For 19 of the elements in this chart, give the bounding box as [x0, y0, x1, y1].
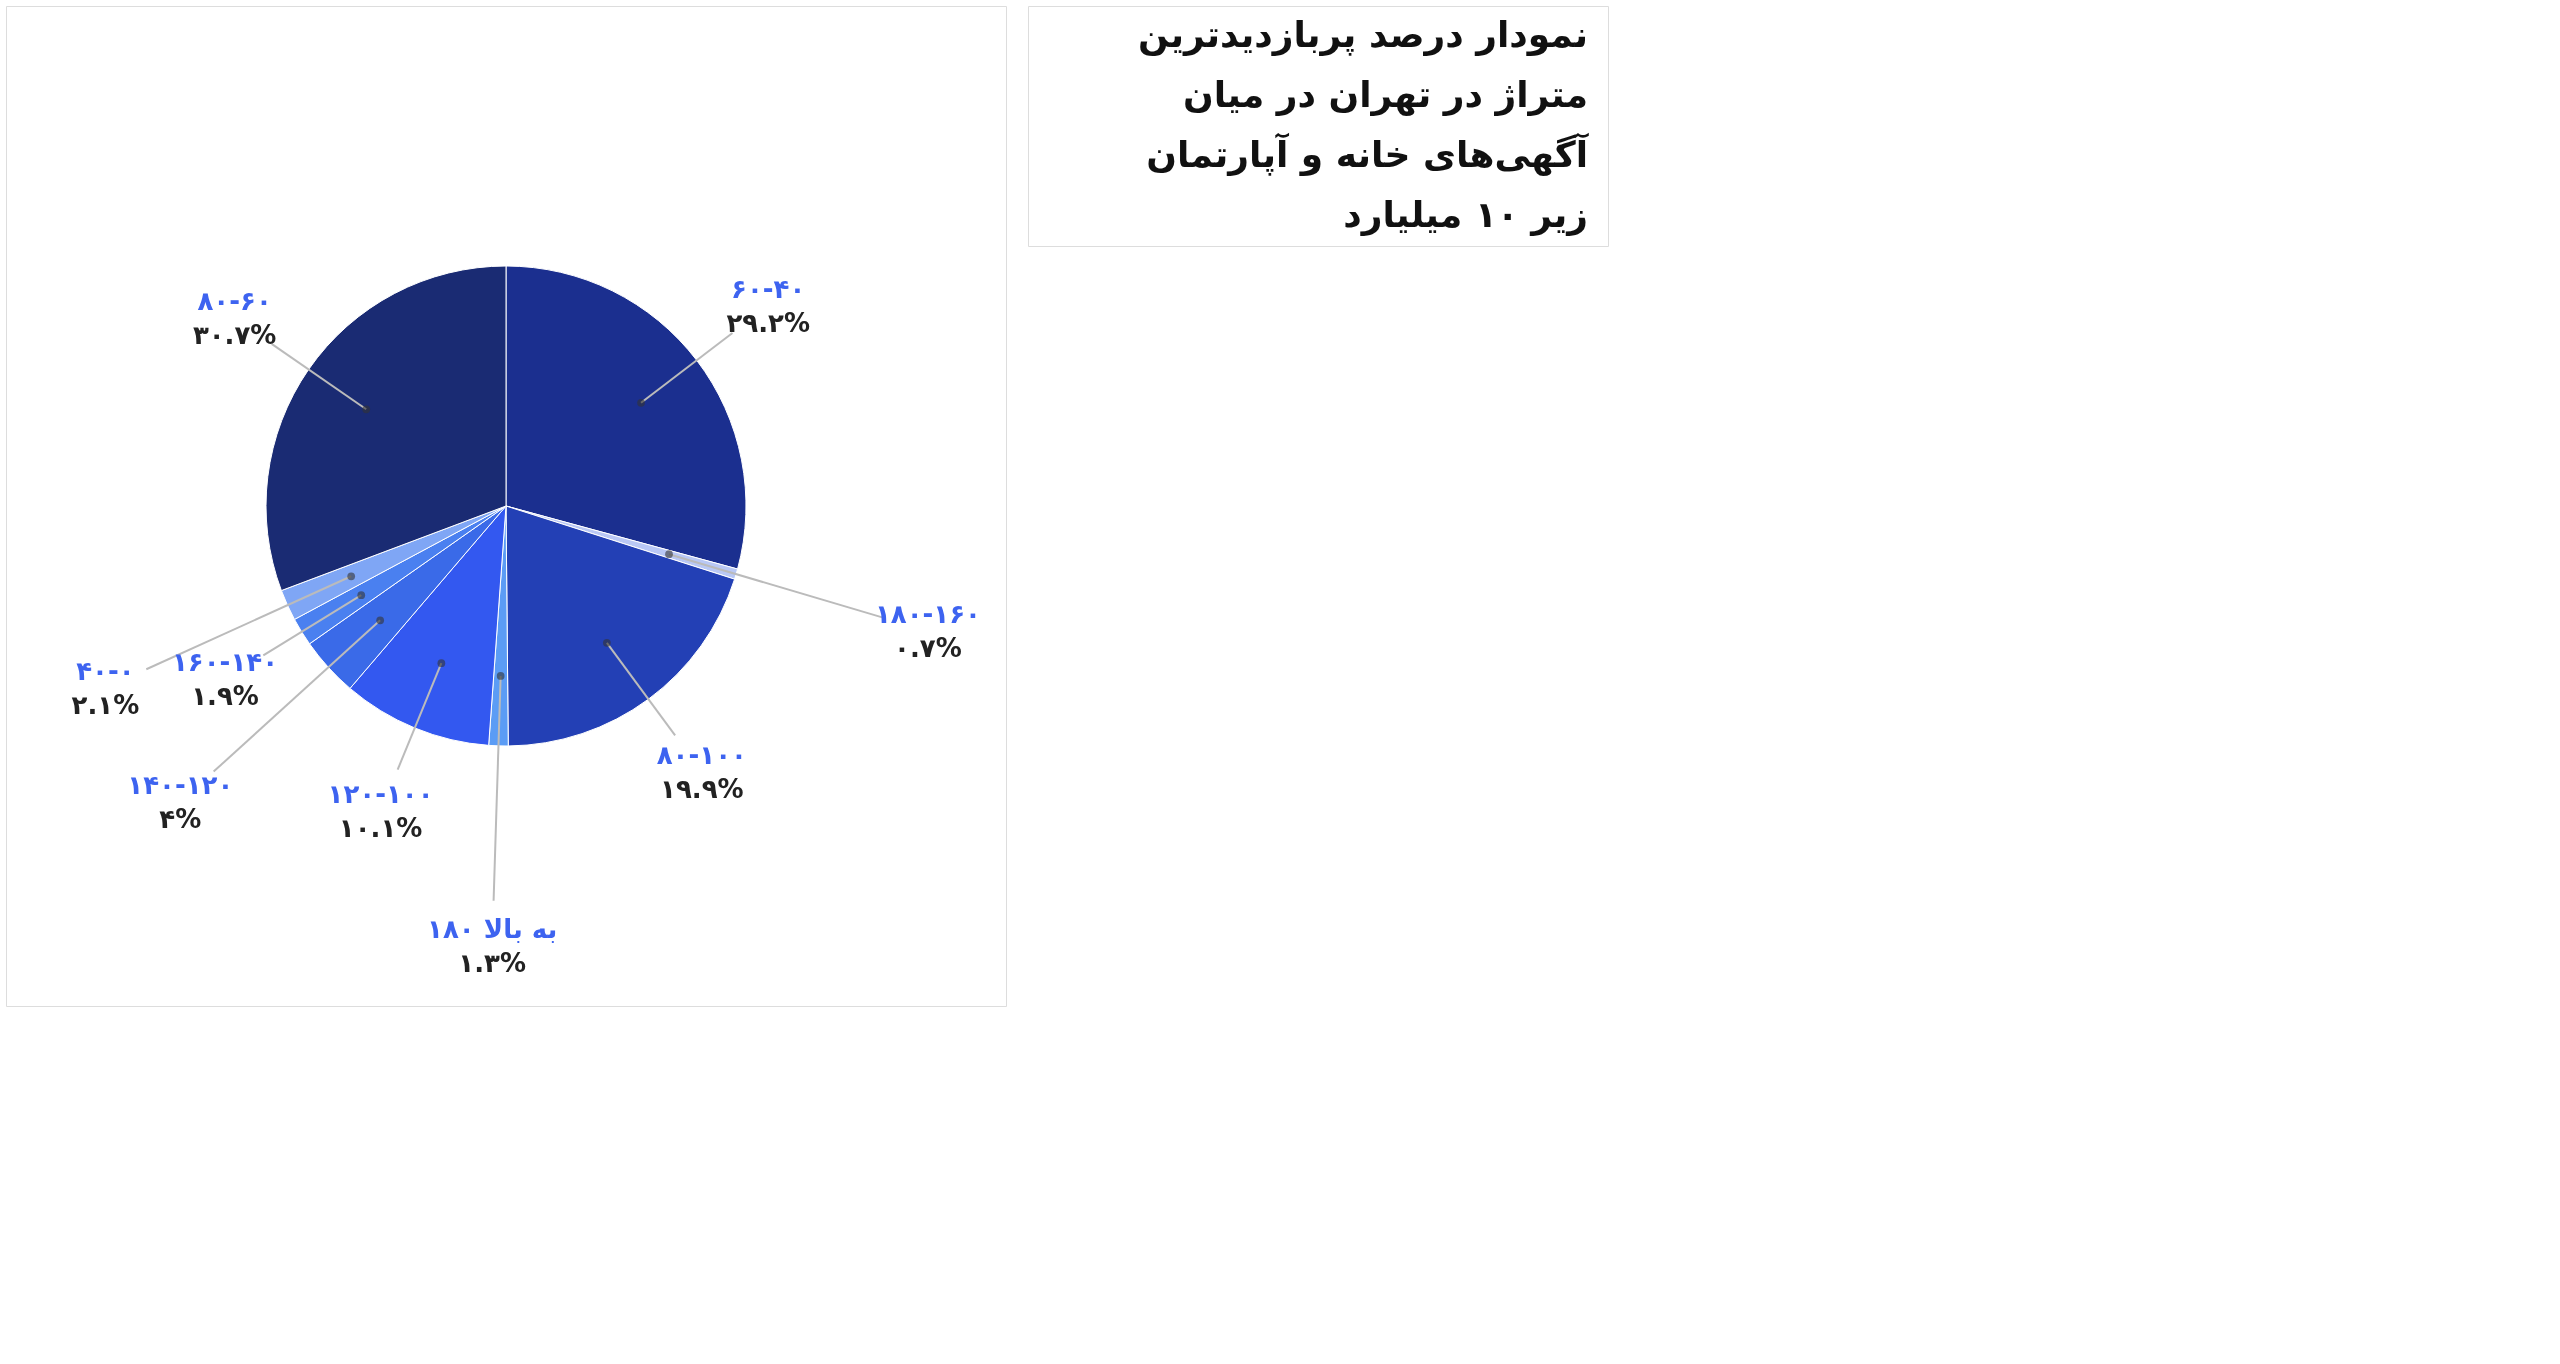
data-label: ۱۹.۹%: [660, 773, 744, 804]
data-label: ۱۰.۱%: [338, 813, 423, 844]
slice-label: ۱۴۰-۱۲۰: [127, 769, 234, 800]
slice-label: ۶۰-۴۰: [731, 273, 806, 304]
slice-label: ۱۸۰-۱۶۰: [874, 598, 981, 629]
data-label: ۱.۹%: [191, 681, 259, 712]
text: نمودار درصد پربازدیدترین متراژ در تهران در میان آگهی‌های خانه و آپارتمان زیر ۱۰ میلیارد: [1138, 14, 1590, 236]
slice-label: ۸۰-۱۰۰: [656, 739, 747, 770]
data-label: ۲۹.۲%: [726, 307, 810, 338]
data-label: ۰.۷%: [894, 632, 962, 663]
data-label: ۳۰.۷%: [192, 320, 277, 351]
data-label: ۱.۳%: [458, 947, 526, 978]
slice-label: ۸۰-۶۰: [197, 286, 272, 317]
slice-label: ۱۶۰-۱۴۰: [171, 647, 278, 678]
slice-label: ۱۸۰ به بالا: [427, 913, 558, 944]
data-label: ۲.۱%: [71, 689, 140, 720]
slice-label: ۴۰-۰: [76, 655, 135, 686]
data-label: ۴%: [159, 803, 202, 834]
slice-label: ۱۲۰-۱۰۰: [327, 779, 434, 810]
